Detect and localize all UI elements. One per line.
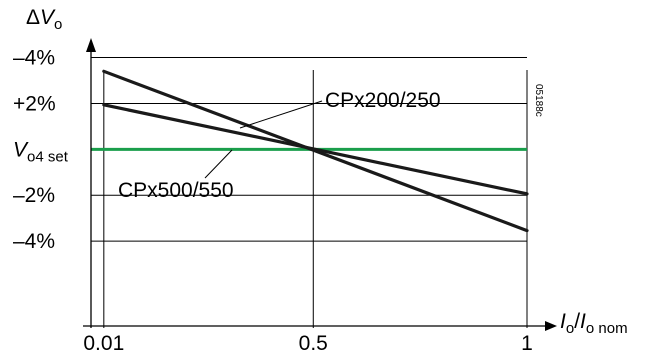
y-tick-label-4: –4% bbox=[13, 230, 55, 253]
y-axis-label: ΔVo bbox=[26, 6, 62, 33]
x-tick-label-2: 1 bbox=[521, 332, 533, 352]
y-tick-label-0: –4% bbox=[13, 47, 55, 70]
x-axis-label: Io/Io nom bbox=[560, 310, 628, 337]
y-tick-label-2: Vo4 set bbox=[13, 138, 69, 165]
x-tick-label-0: 0.01 bbox=[83, 332, 124, 352]
image-code: 05188c bbox=[533, 84, 544, 117]
y-axis-arrow bbox=[86, 38, 96, 52]
series-label-leader-0 bbox=[240, 101, 322, 128]
series-label-1: CPx500/550 bbox=[118, 179, 234, 202]
y-tick-label-1: +2% bbox=[13, 92, 56, 115]
x-tick-label-1: 0.5 bbox=[299, 332, 328, 352]
y-tick-label-3: –2% bbox=[13, 184, 55, 207]
series-label-leader-1 bbox=[205, 150, 232, 178]
x-axis-arrow bbox=[545, 321, 557, 331]
series-label-0: CPx200/250 bbox=[325, 89, 441, 112]
